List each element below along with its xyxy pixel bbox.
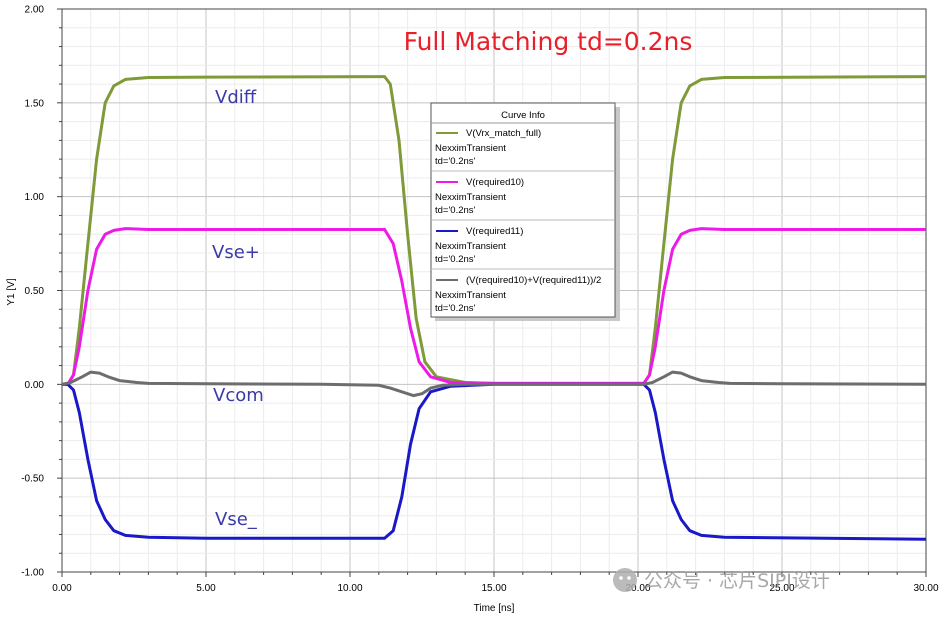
y-tick-label: -1.00 [21, 568, 44, 579]
series-line-0 [62, 75, 927, 386]
legend-entry-1: V(required10) [466, 177, 524, 188]
x-tick-label: 20.00 [625, 583, 650, 594]
legend-entry-1-sub1: NexximTransient [435, 192, 506, 203]
y-tick-label: 2.00 [25, 5, 45, 16]
legend-entry-0-sub2: td='0.2ns' [435, 156, 476, 167]
y-axis-label: Y1 [V] [6, 278, 17, 305]
x-tick-label: 0.00 [52, 583, 72, 594]
x-axis-label: Time [ns] [474, 603, 515, 614]
y-tick-label: 1.50 [25, 98, 45, 109]
legend-box [430, 102, 616, 318]
annotation-vse-minus: Vse_ [215, 509, 258, 530]
ticks: 0.00 5.00 10.00 15.00 20.00 25.00 30.00 -1.00 -0… [21, 5, 939, 595]
legend-entry-1-sub2: td='0.2ns' [435, 205, 476, 216]
legend-entry-2-sub2: td='0.2ns' [435, 254, 476, 265]
y-tick-label: 1.00 [25, 192, 45, 203]
x-tick-label: 25.00 [769, 583, 794, 594]
x-tick-label: 30.00 [913, 583, 938, 594]
wechat-icon-eye [627, 576, 631, 580]
annotation-vdiff: Vdiff [215, 87, 257, 108]
legend[interactable]: Curve Info V(Vrx_match_full) NexximTrans… [430, 102, 620, 321]
x-tick-label: 5.00 [196, 583, 216, 594]
series-line-3 [61, 370, 927, 398]
annotation-vcom: Vcom [213, 385, 264, 406]
legend-entry-3-sub2: td='0.2ns' [435, 303, 476, 314]
annotation-vse-plus: Vse+ [212, 242, 260, 263]
legend-entry-3: (V(required10)+V(required11))/2 [466, 275, 601, 286]
series-line-2 [62, 382, 927, 541]
wechat-icon-eye [619, 576, 623, 580]
legend-entry-0-sub1: NexximTransient [435, 143, 506, 154]
y-tick-label: -0.50 [21, 474, 44, 485]
legend-entry-3-sub1: NexximTransient [435, 290, 506, 301]
wechat-icon [613, 568, 637, 592]
y-tick-label: 0.50 [25, 286, 45, 297]
watermark-text: 公众号 · 芯片SIPI设计 [644, 570, 830, 592]
watermark: 公众号 · 芯片SIPI设计 [613, 568, 830, 592]
legend-title: Curve Info [501, 110, 545, 121]
x-tick-label: 10.00 [337, 583, 362, 594]
grid [61, 8, 927, 573]
x-tick-label: 15.00 [481, 583, 506, 594]
legend-entry-2-sub1: NexximTransient [435, 241, 506, 252]
series-group [61, 75, 927, 541]
chart-title: Full Matching td=0.2ns [404, 27, 693, 56]
y-tick-label: 0.00 [25, 380, 45, 391]
legend-entry-2: V(required11) [466, 226, 523, 237]
series-line-1 [62, 227, 926, 386]
legend-entry-0: V(Vrx_match_full) [466, 128, 541, 139]
